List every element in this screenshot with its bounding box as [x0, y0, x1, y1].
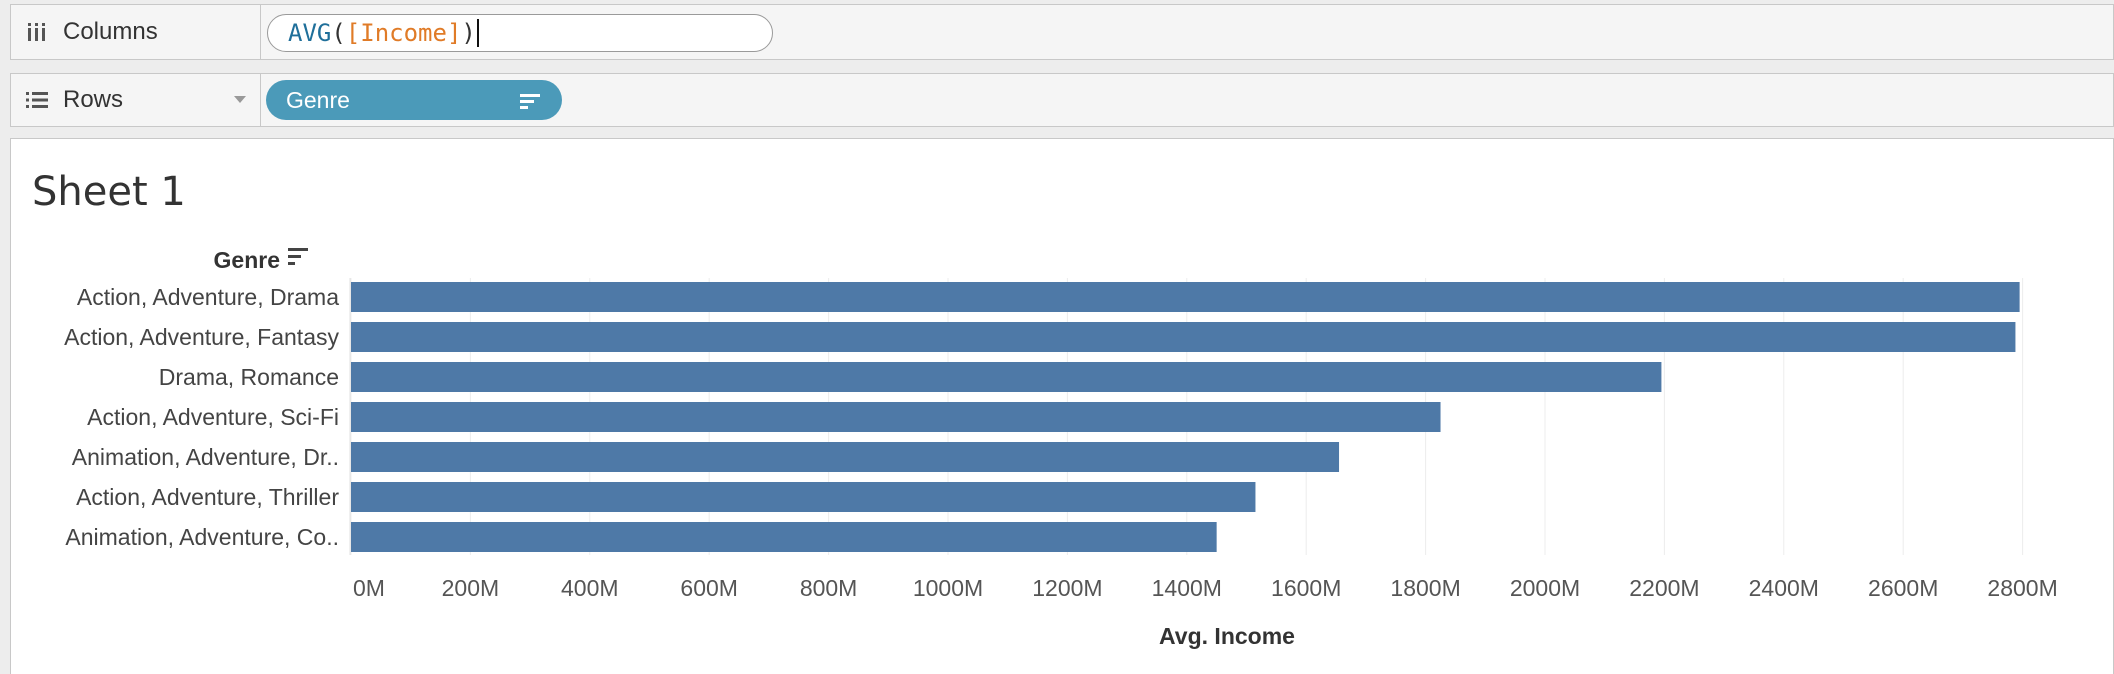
- x-tick-label: 1200M: [1032, 575, 1102, 601]
- x-tick-labels: 0M 200M 400M 600M 800M 1000M 1200M 1400M 1600M 18…: [353, 575, 2058, 601]
- columns-formula-input[interactable]: AVG([Income]): [267, 14, 773, 52]
- columns-label: Columns: [63, 18, 158, 45]
- formula-function: AVG: [288, 19, 332, 47]
- bar[interactable]: [351, 402, 1441, 432]
- category-label[interactable]: Animation, Adventure, Dr..: [72, 444, 339, 470]
- x-tick-label: 2400M: [1749, 575, 1819, 601]
- x-tick-label: 1600M: [1271, 575, 1341, 601]
- bar[interactable]: [351, 482, 1256, 512]
- x-tick-label: 1800M: [1390, 575, 1460, 601]
- text-cursor: [476, 19, 479, 47]
- formula-close-paren: ): [461, 19, 476, 47]
- genre-pill[interactable]: Genre: [266, 80, 562, 120]
- bar[interactable]: [351, 282, 2020, 312]
- category-label[interactable]: Action, Adventure, Fantasy: [64, 324, 339, 350]
- genre-pill-label: Genre: [286, 86, 350, 113]
- sort-descending-icon[interactable]: [520, 90, 540, 117]
- x-tick-label: 1000M: [913, 575, 983, 601]
- x-tick-label: 2600M: [1868, 575, 1938, 601]
- x-tick-label: 1400M: [1152, 575, 1222, 601]
- columns-shelf[interactable]: Columns AVG([Income]): [10, 4, 2114, 60]
- category-label[interactable]: Drama, Romance: [159, 364, 339, 390]
- rows-shelf[interactable]: Rows Genre: [10, 73, 2114, 127]
- formula-open-paren: (: [331, 19, 346, 47]
- x-tick-label: 400M: [561, 575, 619, 601]
- category-labels: Action, Adventure, Drama Action, Adventur…: [64, 284, 339, 550]
- sheet-title: Sheet 1: [32, 169, 186, 215]
- bar[interactable]: [351, 362, 1662, 392]
- sort-descending-icon[interactable]: [288, 248, 308, 265]
- rows-label: Rows: [63, 86, 124, 113]
- columns-shelf-label: Columns: [11, 5, 261, 59]
- bar[interactable]: [351, 322, 2016, 352]
- x-tick-label: 2200M: [1629, 575, 1699, 601]
- formula-field: [Income]: [345, 19, 462, 47]
- x-tick-label: 600M: [680, 575, 738, 601]
- bar[interactable]: [351, 442, 1340, 472]
- row-header: Genre: [214, 247, 308, 273]
- rows-icon: [25, 88, 49, 112]
- bar[interactable]: [351, 522, 1217, 552]
- x-tick-label: 2800M: [1987, 575, 2057, 601]
- category-label[interactable]: Action, Adventure, Sci-Fi: [87, 404, 339, 430]
- category-label[interactable]: Animation, Adventure, Co..: [65, 524, 339, 550]
- category-label[interactable]: Action, Adventure, Drama: [77, 284, 339, 310]
- bars: [351, 282, 2020, 552]
- columns-icon: [25, 20, 49, 44]
- category-label[interactable]: Action, Adventure, Thriller: [76, 484, 339, 510]
- x-axis-title: Avg. Income: [1159, 623, 1295, 649]
- x-tick-label: 200M: [442, 575, 500, 601]
- row-header-label[interactable]: Genre: [214, 247, 280, 273]
- rows-shelf-label[interactable]: Rows: [11, 74, 261, 126]
- x-tick-label: 0M: [353, 575, 385, 601]
- chevron-down-icon[interactable]: [234, 96, 246, 103]
- x-axis-title-label: Avg. Income: [1159, 623, 1295, 649]
- x-tick-label: 800M: [800, 575, 858, 601]
- x-tick-label: 2000M: [1510, 575, 1580, 601]
